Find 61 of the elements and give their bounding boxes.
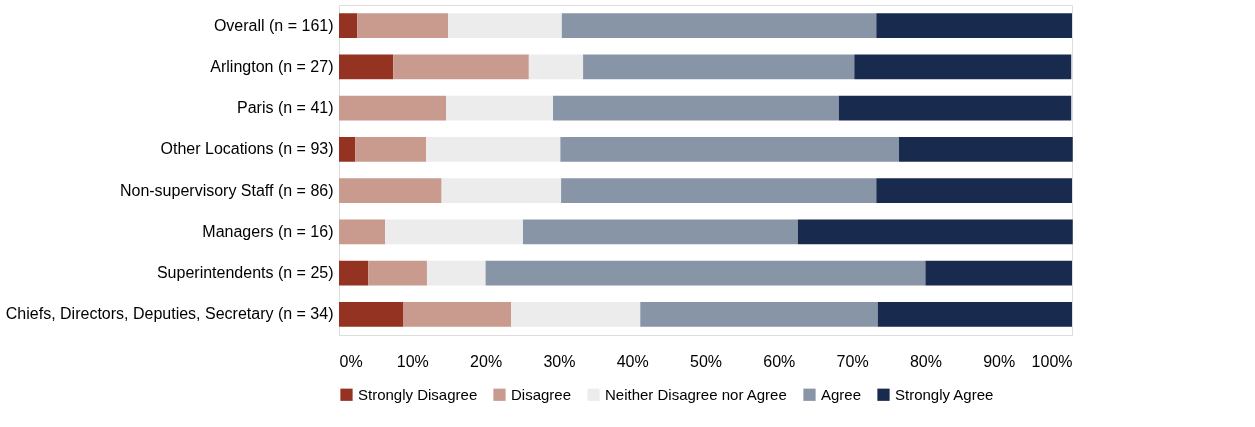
bar xyxy=(561,178,877,203)
bar xyxy=(385,219,523,245)
y-tick-label: Superintendents (n = 25) xyxy=(156,264,334,282)
bar xyxy=(339,302,404,327)
x-tick-label: 80% xyxy=(909,352,942,370)
bar xyxy=(583,54,855,80)
bar xyxy=(877,302,1072,327)
bar xyxy=(403,302,512,327)
y-tick-label: Overall (n = 161) xyxy=(213,16,334,34)
legend-label: Strongly Disagree xyxy=(358,385,478,403)
bar xyxy=(899,137,1073,162)
bar xyxy=(426,137,561,162)
bar xyxy=(339,178,442,203)
x-tick-label: 10% xyxy=(396,352,429,370)
bar xyxy=(522,219,798,245)
bar xyxy=(339,137,356,162)
y-tick-label: Managers (n = 16) xyxy=(202,222,334,240)
bar xyxy=(640,302,878,327)
legend-label: Strongly Agree xyxy=(895,385,994,403)
y-tick-label: Other Locations (n = 93) xyxy=(160,140,334,158)
bar xyxy=(511,302,641,327)
x-tick-label: 0% xyxy=(339,352,363,370)
legend-label: Agree xyxy=(821,385,862,403)
bar xyxy=(553,95,839,121)
bar xyxy=(797,219,1073,245)
x-tick-label: 70% xyxy=(836,352,869,370)
bar xyxy=(854,54,1072,80)
y-tick-label: Arlington (n = 27) xyxy=(210,57,334,75)
bar xyxy=(339,54,394,80)
bar xyxy=(446,95,554,121)
bar xyxy=(925,260,1072,286)
bar xyxy=(355,137,427,162)
bar xyxy=(339,95,447,121)
bar xyxy=(339,13,358,38)
bar xyxy=(528,54,584,80)
bar xyxy=(426,260,486,286)
x-tick-label: 90% xyxy=(983,352,1016,370)
y-tick-label: Chiefs, Directors, Deputies, Secretary (n = 34) xyxy=(5,305,334,323)
bar xyxy=(485,260,926,286)
x-tick-label: 40% xyxy=(616,352,649,370)
bar xyxy=(368,260,427,286)
x-tick-label: 100% xyxy=(1031,352,1073,370)
bar xyxy=(393,54,529,80)
bar xyxy=(876,13,1072,38)
y-tick-label: Paris (n = 41) xyxy=(237,99,334,117)
x-tick-label: 60% xyxy=(763,352,796,370)
bar xyxy=(838,95,1072,121)
legend-label: Neither Disagree nor Agree xyxy=(605,385,787,403)
bar xyxy=(448,13,562,38)
y-tick-label: Non-supervisory Staff (n = 86) xyxy=(119,181,334,199)
x-tick-label: 30% xyxy=(543,352,576,370)
bar xyxy=(339,219,386,245)
bar xyxy=(560,137,900,162)
bar xyxy=(339,260,369,286)
bar xyxy=(357,13,449,38)
bar xyxy=(441,178,562,203)
x-tick-label: 20% xyxy=(470,352,503,370)
x-tick-label: 50% xyxy=(689,352,723,370)
bar xyxy=(561,13,877,38)
legend-label: Disagree xyxy=(511,385,572,403)
bar xyxy=(876,178,1072,203)
